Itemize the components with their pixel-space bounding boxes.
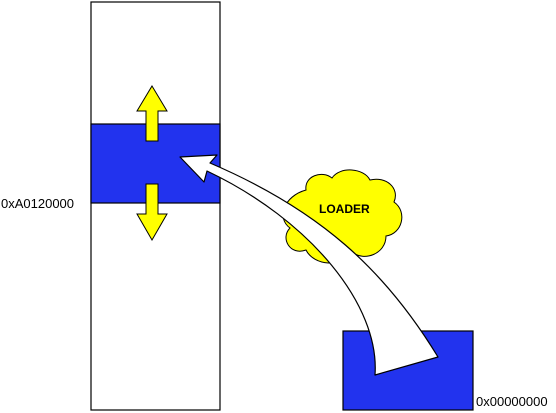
load-address-label: 0xA0120000: [1, 196, 74, 211]
arrow-up-icon: [136, 85, 168, 142]
loader-label: LOADER: [319, 202, 370, 216]
relocation-arrow-icon: [179, 154, 439, 376]
base-address-label: 0x00000000: [476, 394, 548, 409]
arrow-down-icon: [136, 183, 168, 242]
